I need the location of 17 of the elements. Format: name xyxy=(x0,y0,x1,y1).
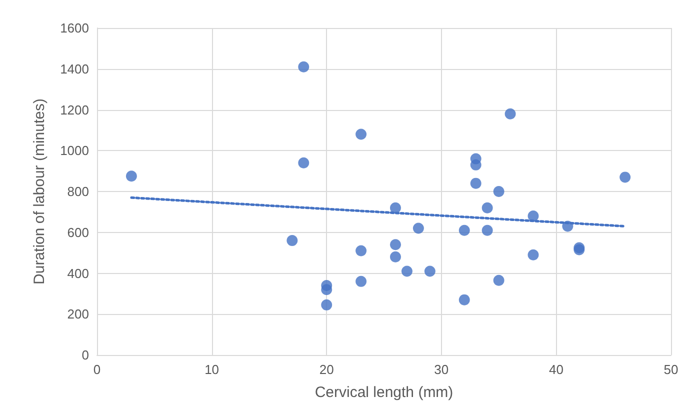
y-axis-title: Duration of labour (minutes) xyxy=(31,98,48,284)
x-axis-title: Cervical length (mm) xyxy=(314,384,454,401)
y-tick-label: 200 xyxy=(67,306,89,322)
y-tick-label: 600 xyxy=(67,224,89,240)
y-tick-label: 1200 xyxy=(60,102,89,118)
y-tick-label: 800 xyxy=(67,184,89,199)
x-tick-label: 40 xyxy=(548,362,564,377)
y-tick-label: 1000 xyxy=(60,143,89,158)
x-tick-label: 30 xyxy=(434,362,449,377)
x-tick-label: 20 xyxy=(319,362,334,377)
y-tick-label: 1600 xyxy=(60,20,89,36)
x-tick-label: 0 xyxy=(93,362,101,377)
y-tick-label: 1400 xyxy=(60,61,89,76)
y-tick-label: 0 xyxy=(82,348,89,362)
y-tick-label: 400 xyxy=(67,266,89,281)
x-tick-label: 50 xyxy=(664,362,678,377)
x-tick-label: 10 xyxy=(204,362,220,377)
